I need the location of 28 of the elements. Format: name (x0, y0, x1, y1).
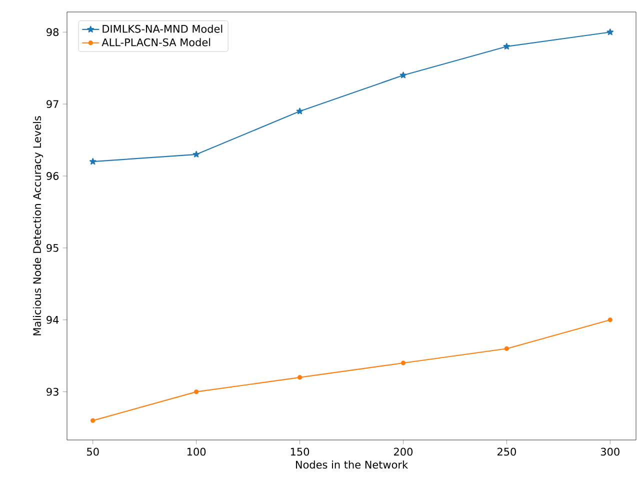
point (192, 150, 200, 158)
y-axis-title: Malicious Node Detection Accuracy Levels (32, 116, 44, 336)
point (400, 72, 407, 78)
y-tick-label: 97 (46, 100, 58, 108)
x-tick-label: 250 (497, 448, 516, 456)
point (89, 158, 96, 165)
x-tick-label: 150 (290, 448, 310, 456)
y-tick-label: 93 (46, 388, 58, 396)
legend-label: DIMLKS-NA-MND Model (102, 24, 222, 33)
point (296, 108, 304, 114)
y-tick-label: 98 (46, 28, 59, 36)
legend-label: ALL-PLACN-SA Model (102, 38, 210, 46)
point (194, 389, 199, 394)
x-tick-label: 100 (187, 448, 206, 456)
x-tick-label: 50 (87, 448, 99, 456)
point (504, 346, 510, 351)
point (608, 318, 612, 322)
y-tick-label: 94 (46, 316, 59, 324)
point (297, 375, 302, 380)
y-tick-label: 95 (46, 244, 58, 252)
point (90, 418, 96, 423)
x-tick-label: 200 (394, 448, 413, 456)
point (606, 28, 614, 36)
point (400, 360, 406, 366)
y-tick-label: 96 (46, 172, 59, 180)
x-tick-label: 300 (600, 448, 620, 456)
point (503, 42, 510, 50)
x-axis-title: Nodes in the Network (296, 460, 408, 469)
